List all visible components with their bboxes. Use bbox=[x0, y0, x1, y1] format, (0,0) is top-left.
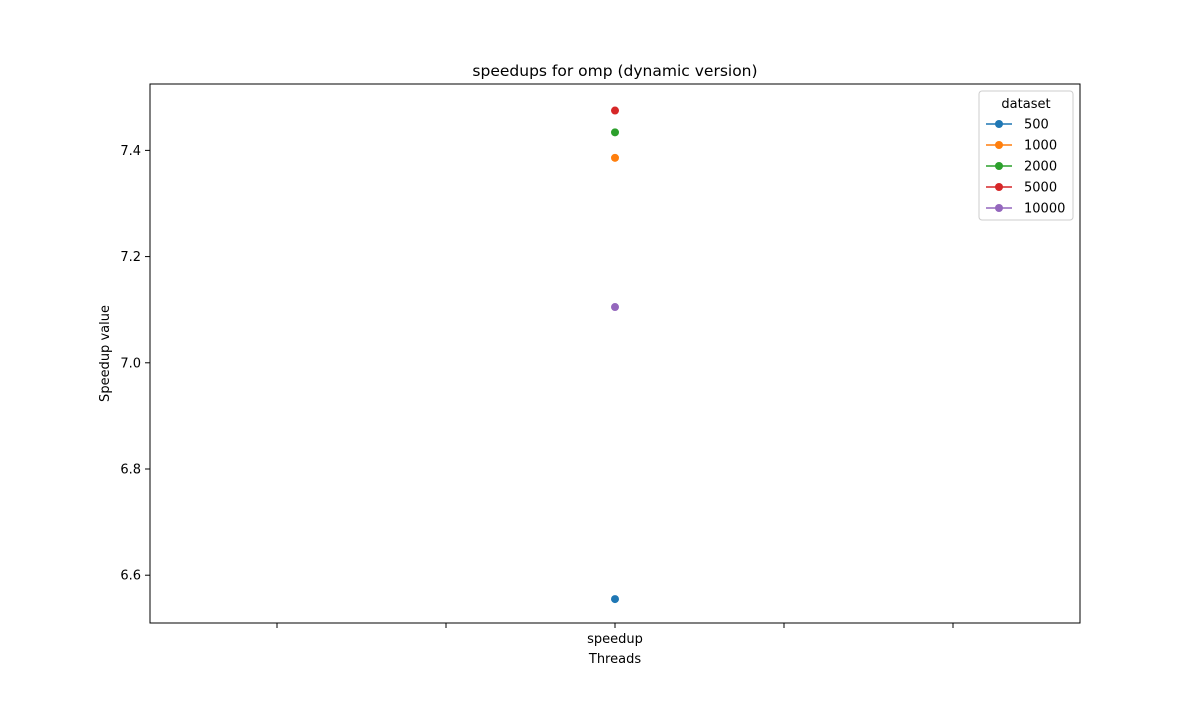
data-point-2000 bbox=[611, 128, 619, 137]
legend-items: 500 1000 2000 5000 10000 bbox=[986, 118, 1065, 217]
data-points bbox=[611, 106, 619, 604]
x-axis-label: Threads bbox=[588, 652, 641, 667]
y-axis-ticks: 6.6 6.8 7.0 7.2 7.4 bbox=[120, 144, 150, 584]
data-point-1000 bbox=[611, 153, 619, 162]
legend-title: dataset bbox=[1001, 97, 1050, 112]
legend-label-1000: 1000 bbox=[1024, 139, 1057, 154]
y-tick-label: 7.0 bbox=[120, 356, 141, 371]
legend-marker-500 bbox=[995, 120, 1003, 128]
data-point-500 bbox=[611, 595, 619, 604]
data-point-10000 bbox=[611, 303, 619, 312]
y-tick-label: 6.8 bbox=[120, 463, 141, 478]
legend: dataset 500 1000 2000 5000 10000 bbox=[978, 90, 1074, 221]
legend-marker-1000 bbox=[995, 141, 1003, 149]
legend-marker-2000 bbox=[995, 162, 1003, 170]
data-point-5000 bbox=[611, 106, 619, 115]
x-tick-label: speedup bbox=[587, 632, 643, 647]
plot-frame bbox=[149, 83, 1081, 624]
legend-label-500: 500 bbox=[1024, 118, 1049, 133]
y-tick-label: 6.6 bbox=[120, 569, 141, 584]
chart-title: speedups for omp (dynamic version) bbox=[472, 62, 757, 80]
x-axis-ticks: speedup bbox=[276, 623, 954, 647]
y-tick-label: 7.2 bbox=[120, 250, 141, 265]
legend-marker-5000 bbox=[995, 183, 1003, 191]
y-axis-label: Speedup value bbox=[98, 305, 113, 402]
legend-label-2000: 2000 bbox=[1024, 160, 1057, 175]
legend-label-5000: 5000 bbox=[1024, 181, 1057, 196]
legend-marker-10000 bbox=[995, 204, 1003, 212]
y-tick-label: 7.4 bbox=[120, 144, 141, 159]
legend-label-10000: 10000 bbox=[1024, 202, 1065, 217]
